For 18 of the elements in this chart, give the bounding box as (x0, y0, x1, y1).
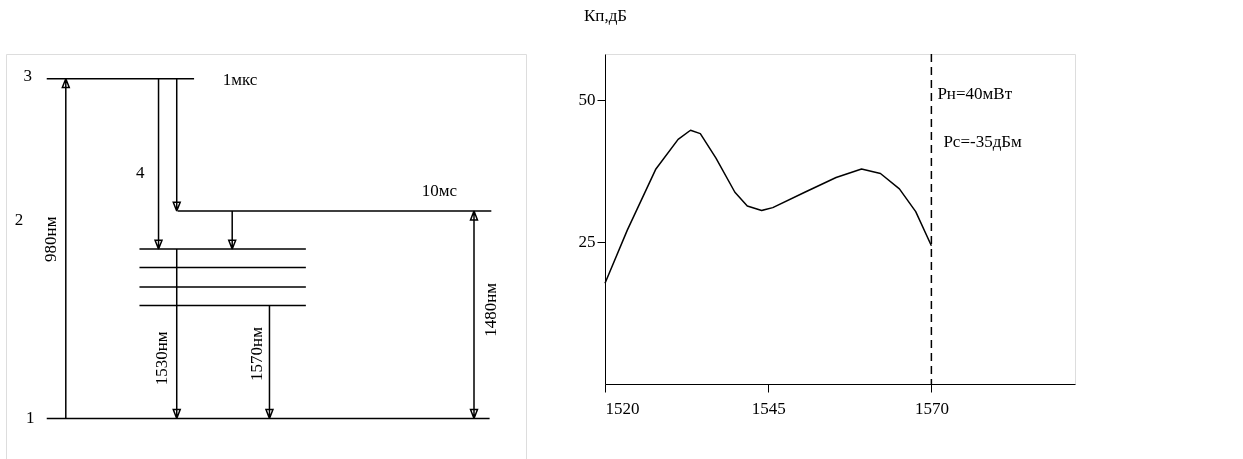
text: 1530нм (152, 331, 171, 386)
annotation: Pс=-35дБм (943, 132, 1023, 151)
text: 980нм (41, 216, 61, 262)
text: 1570нм (247, 326, 267, 381)
text: 2 (14, 209, 24, 229)
text: 1 (26, 408, 35, 428)
x-tick-label: 1520 (605, 398, 640, 418)
text: 3 (23, 66, 32, 86)
x-tick-label: 1570 (914, 398, 949, 418)
y-tick-label: 50 (578, 90, 596, 110)
y-axis-title: Кп,дБ (583, 5, 628, 25)
x-tick-label: 1545 (751, 398, 786, 418)
text: 1мкс (222, 70, 258, 90)
text: 10мс (421, 180, 458, 200)
y-tick-label: 25 (578, 232, 596, 252)
text: 4 (136, 163, 146, 183)
text: 1480нм (481, 282, 501, 337)
annotation: Pн=40мВт (937, 84, 1013, 103)
